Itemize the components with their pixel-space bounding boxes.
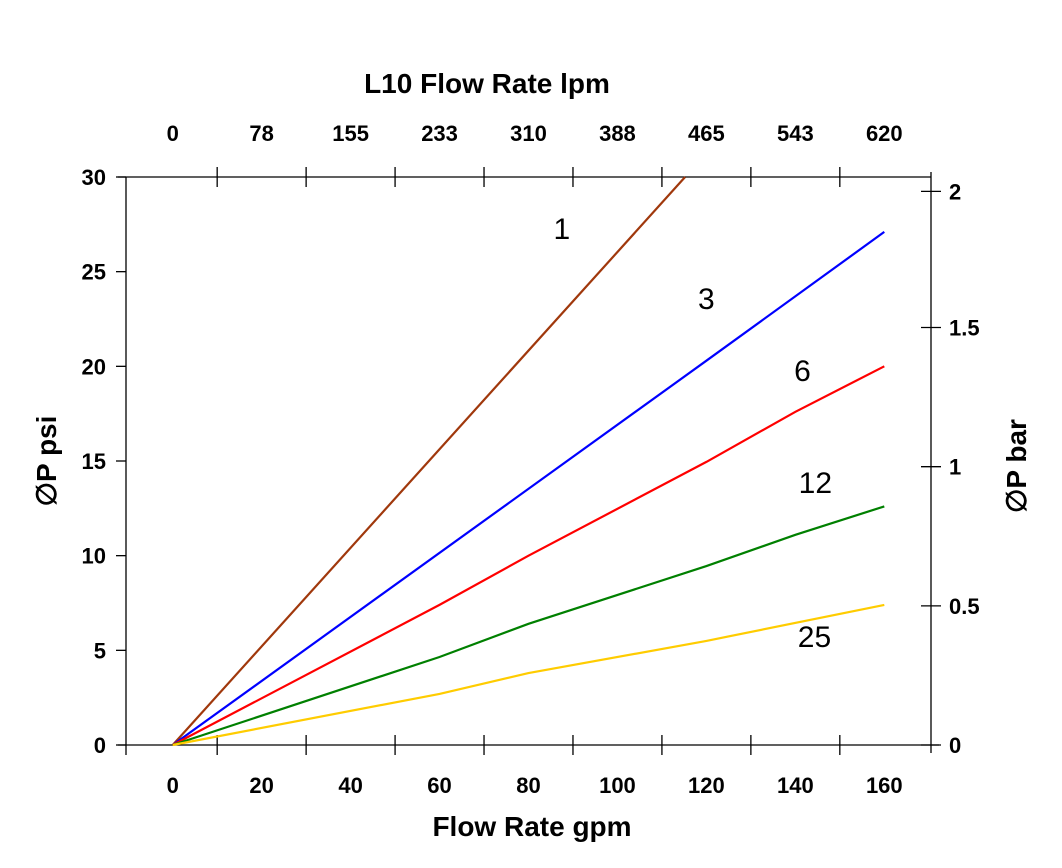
- x2-tick-label: 310: [510, 121, 547, 146]
- x2-tick-label: 233: [421, 121, 458, 146]
- series-line-3: [172, 231, 885, 746]
- series-line-12: [172, 505, 885, 747]
- y2-tick-label: 1: [949, 455, 961, 480]
- x2-tick-label: 0: [167, 121, 179, 146]
- axes: 0020784015560233803101003881204651405431…: [82, 121, 980, 798]
- y-tick-label: 15: [82, 449, 106, 474]
- y2-axis-title: ∅P bar: [1001, 419, 1032, 513]
- y-tick-label: 30: [82, 165, 106, 190]
- series-group: [171, 176, 885, 747]
- x2-tick-label: 155: [332, 121, 369, 146]
- x2-tick-label: 465: [688, 121, 725, 146]
- x-tick-label: 140: [777, 773, 814, 798]
- series-line-25: [172, 603, 885, 747]
- x2-tick-label: 543: [777, 121, 814, 146]
- x-tick-label: 40: [338, 773, 362, 798]
- curve-label-12: 12: [799, 467, 832, 500]
- curve-labels: 1 3 6 12 25: [554, 213, 833, 654]
- y2-tick-label: 1.5: [949, 316, 980, 341]
- x2-tick-label: 620: [866, 121, 903, 146]
- x-tick-label: 80: [516, 773, 540, 798]
- series-line-6: [172, 365, 885, 746]
- x-axis-title: Flow Rate gpm: [432, 811, 631, 842]
- curve-label-1: 1: [554, 213, 571, 246]
- x-tick-label: 60: [427, 773, 451, 798]
- curve-label-25: 25: [798, 621, 831, 654]
- x-tick-label: 20: [249, 773, 273, 798]
- y2-tick-label: 0: [949, 733, 961, 758]
- curve-label-3: 3: [698, 283, 715, 316]
- y-tick-label: 10: [82, 544, 106, 569]
- x-tick-label: 0: [167, 773, 179, 798]
- x-tick-label: 160: [866, 773, 903, 798]
- y2-tick-label: 0.5: [949, 594, 980, 619]
- y-tick-label: 25: [82, 260, 106, 285]
- y-tick-label: 20: [82, 354, 106, 379]
- y-tick-label: 5: [94, 638, 106, 663]
- y-tick-label: 0: [94, 733, 106, 758]
- x-tick-label: 120: [688, 773, 725, 798]
- x2-tick-label: 388: [599, 121, 636, 146]
- series-line-1: [171, 176, 686, 746]
- y2-tick-label: 2: [949, 179, 961, 204]
- x2-tick-label: 78: [249, 121, 273, 146]
- chart-title: L10 Flow Rate lpm: [364, 68, 610, 99]
- x-tick-label: 100: [599, 773, 636, 798]
- y-axis-title: ∅P psi: [31, 416, 62, 507]
- curve-label-6: 6: [794, 355, 811, 388]
